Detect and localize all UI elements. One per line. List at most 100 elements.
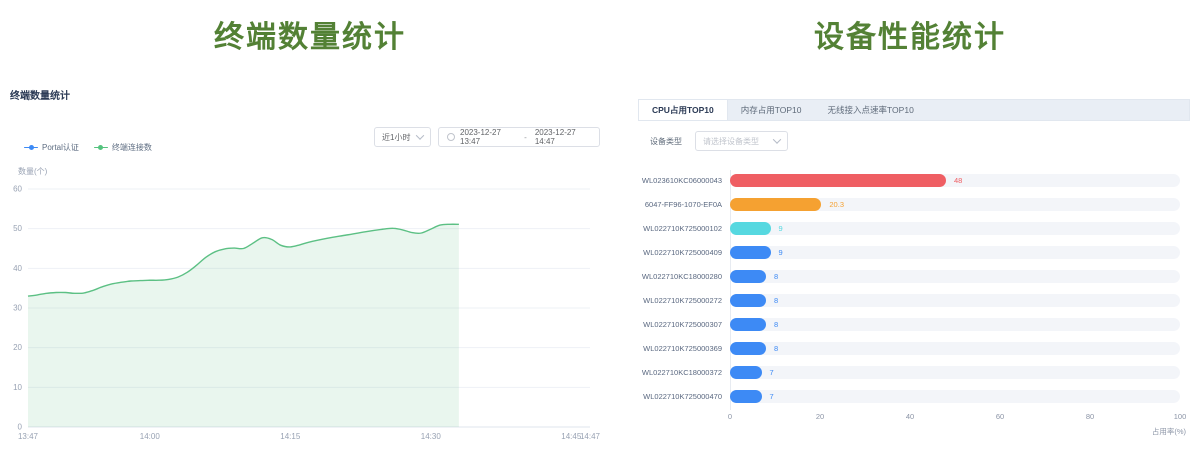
device-name: WL022710KC18000280 [641, 271, 722, 281]
bar-value: 20.3 [829, 199, 844, 209]
legend-label: 终端连接数 [111, 143, 152, 152]
device-type-select[interactable]: 请选择设备类型 [695, 131, 788, 151]
svg-text:60: 60 [13, 185, 22, 194]
bar-track: 7 [730, 365, 1180, 379]
tab-memory-top10[interactable]: 内存占用TOP10 [740, 105, 802, 115]
bar-track: 9 [730, 221, 1180, 235]
svg-text:30: 30 [13, 304, 22, 313]
device-name: WL022710K725000409 [643, 247, 722, 257]
device-name: WL022710K725000307 [643, 319, 722, 329]
device-type-label: 设备类型 [650, 137, 682, 146]
chevron-down-icon [415, 131, 425, 140]
device-name: WL022710K725000102 [643, 223, 722, 233]
device-type-placeholder: 请选择设备类型 [703, 136, 759, 146]
legend-marker-icon [24, 145, 38, 151]
tab-cpu-top10[interactable]: CPU占用TOP10 [639, 100, 728, 120]
bar-value: 8 [774, 271, 779, 281]
tab-bar: CPU占用TOP10 内存占用TOP10 无线接入点速率TOP10 [638, 99, 1190, 121]
device-name: WL022710K725000272 [643, 295, 722, 305]
svg-text:10: 10 [13, 383, 22, 392]
svg-text:14:45: 14:45 [561, 432, 582, 441]
bar [730, 293, 766, 307]
bar-chart-axis-line [730, 170, 731, 410]
device-name: WL022710K725000369 [643, 343, 722, 353]
x-axis-tick: 20 [815, 412, 825, 421]
device-name: WL023610KC06000043 [641, 175, 722, 185]
svg-text:14:15: 14:15 [280, 432, 301, 441]
bar-row: WL022710K725000470 7 [638, 384, 1190, 408]
bar-track: 8 [730, 269, 1180, 283]
terminal-chart-title: 终端数量统计 [10, 91, 70, 102]
clock-icon [447, 133, 455, 141]
bar-track: 8 [730, 317, 1180, 331]
bar-row: WL022710KC18000280 8 [638, 264, 1190, 288]
legend-item-terminal-connections[interactable]: 终端连接数 [93, 142, 152, 153]
y-axis-title: 数量(个) [18, 167, 48, 176]
device-performance-panel: 设备性能统计 CPU占用TOP10 内存占用TOP10 无线接入点速率TOP10 设… [620, 0, 1200, 456]
cpu-top10-chart: WL023610KC06000043 48 6047-FF96-1070-EF0A 2… [638, 168, 1190, 408]
chart-legend: Portal认证 终端连接数 [24, 142, 152, 153]
svg-text:40: 40 [13, 264, 22, 273]
bar [730, 317, 766, 331]
device-name: WL022710KC18000372 [641, 367, 722, 377]
bar-value: 9 [778, 247, 783, 257]
legend-item-portal-auth[interactable]: Portal认证 [24, 142, 79, 153]
bar-track: 9 [730, 245, 1180, 259]
svg-text:20: 20 [13, 343, 22, 352]
right-section-heading: 设备性能统计 [814, 21, 1006, 54]
bar [730, 365, 762, 379]
svg-text:14:30: 14:30 [421, 432, 442, 441]
bar-track: 7 [730, 389, 1180, 403]
bar-value: 48 [954, 175, 963, 185]
bar [730, 173, 946, 187]
bar-value: 7 [769, 391, 774, 401]
device-name: 6047-FF96-1070-EF0A [644, 199, 722, 209]
x-axis-tick: 80 [1085, 412, 1095, 421]
svg-text:14:00: 14:00 [140, 432, 161, 441]
bar [730, 269, 766, 283]
bar-value: 9 [778, 223, 783, 233]
svg-text:13:47: 13:47 [18, 432, 39, 441]
bar-track: 8 [730, 293, 1180, 307]
terminal-stats-panel: 终端数量统计 终端数量统计 近1小时 2023-12-27 13:47 - 20… [10, 21, 601, 442]
bar-value: 8 [774, 295, 779, 305]
bar-value: 8 [774, 319, 779, 329]
x-axis-tick: 40 [905, 412, 915, 421]
legend-marker-icon [93, 145, 108, 151]
date-range-end: 2023-12-27 14:47 [534, 128, 576, 146]
x-axis-tick: 100 [1173, 412, 1187, 421]
date-range-start: 2023-12-27 13:47 [460, 128, 501, 146]
bar-track: 8 [730, 341, 1180, 355]
bar-row: WL023610KC06000043 48 [638, 168, 1190, 192]
bar-track: 48 [730, 173, 1180, 187]
x-axis-tick: 0 [727, 412, 733, 421]
date-range-separator: - [524, 132, 527, 142]
terminal-count-chart: 0 10 20 30 40 50 60 13:47 14:00 14:15 14:30 14:4514… [13, 185, 601, 442]
bar-chart-x-axis: 0 20 40 60 80 100 [638, 412, 1190, 424]
time-range-value: 近1小时 [382, 132, 411, 142]
bar-row: 6047-FF96-1070-EF0A 20.3 [638, 192, 1190, 216]
bar-row: WL022710K725000272 8 [638, 288, 1190, 312]
x-axis-tick: 60 [995, 412, 1005, 421]
bar-value: 7 [769, 367, 774, 377]
bar [730, 245, 771, 259]
bar-row: WL022710K725000409 9 [638, 240, 1190, 264]
svg-text:0: 0 [18, 423, 23, 432]
x-axis-title: 占用率(%) [1151, 427, 1186, 436]
svg-text:14:47: 14:47 [580, 432, 601, 441]
tab-wireless-ap-rate-top10[interactable]: 无线接入点速率TOP10 [827, 105, 914, 115]
bar-row: WL022710K725000307 8 [638, 312, 1190, 336]
time-range-select[interactable]: 近1小时 [374, 127, 431, 147]
left-section-heading: 终端数量统计 [214, 21, 406, 54]
bar-row: WL022710K725000102 9 [638, 216, 1190, 240]
bar [730, 341, 766, 355]
bar [730, 389, 762, 403]
date-range-picker[interactable]: 2023-12-27 13:47 - 2023-12-27 14:47 [438, 127, 600, 147]
chevron-down-icon [772, 135, 782, 144]
svg-text:50: 50 [13, 224, 22, 233]
bar [730, 221, 771, 235]
legend-label: Portal认证 [42, 143, 79, 152]
bar [730, 197, 822, 211]
device-name: WL022710K725000470 [643, 391, 722, 401]
bar-row: WL022710K725000369 8 [638, 336, 1190, 360]
